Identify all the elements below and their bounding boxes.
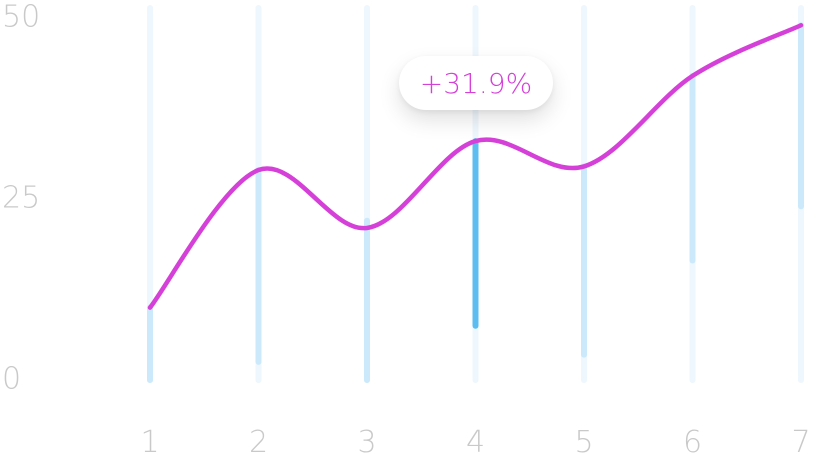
- tooltip-value: +31.9%: [419, 66, 533, 100]
- series-line: [147, 22, 804, 310]
- x-tick-label: 3: [357, 425, 376, 460]
- y-tick-label: 0: [2, 362, 21, 397]
- y-tick-label: 25: [2, 181, 40, 216]
- x-tick-label: 7: [791, 425, 810, 460]
- x-tick-label: 5: [574, 425, 593, 460]
- x-axis-ticks: 1 2 3 4 5 6 7: [140, 425, 810, 460]
- x-tick-label: 1: [140, 425, 159, 460]
- range-bars: [147, 22, 804, 383]
- y-axis-ticks: 0 25 50: [2, 0, 40, 397]
- x-tick-label: 2: [249, 425, 268, 460]
- value-tooltip: +31.9%: [399, 56, 553, 110]
- x-tick-label: 4: [466, 425, 485, 460]
- y-tick-label: 50: [2, 0, 40, 35]
- x-tick-label: 6: [683, 425, 702, 460]
